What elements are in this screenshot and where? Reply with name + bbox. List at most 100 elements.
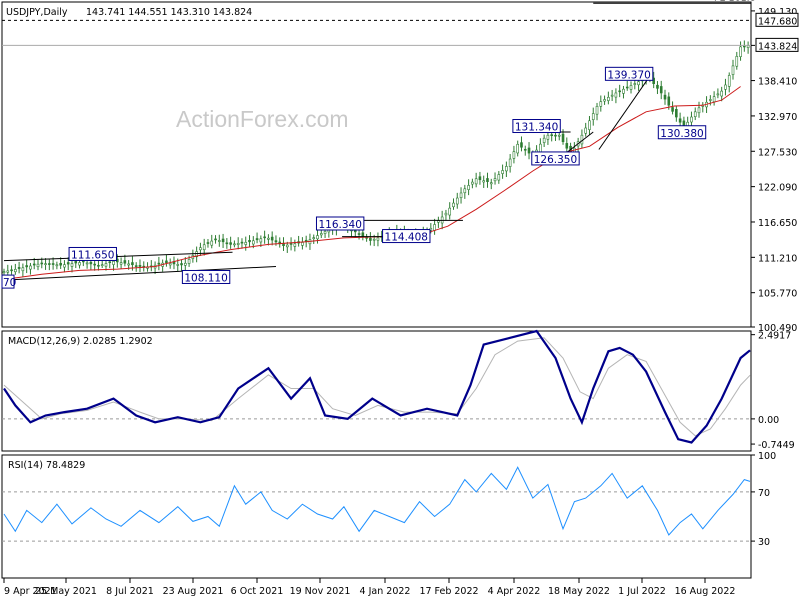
- x-axis-tick-label: 18 May 2022: [548, 586, 610, 597]
- candle-body: [727, 75, 731, 87]
- candle-body: [21, 267, 25, 272]
- candle-body: [520, 142, 523, 148]
- candle-body: [248, 240, 251, 243]
- candle-body: [709, 99, 712, 101]
- candle-body: [210, 240, 214, 246]
- rsi-axis-tick-label: 70: [758, 488, 770, 499]
- candle-body: [433, 224, 436, 231]
- candle-body: [629, 85, 633, 90]
- candle-body: [455, 197, 459, 205]
- x-axis-tick-label: 6 Oct 2021: [231, 586, 284, 597]
- price-axis-tick-label: 100.490: [758, 323, 797, 334]
- candle-body: [221, 238, 225, 243]
- rsi-title: RSI(14) 78.4829: [8, 460, 85, 471]
- candle-body: [202, 244, 206, 251]
- candle-body: [523, 148, 527, 151]
- candle-body: [274, 240, 278, 243]
- candle-body: [323, 231, 327, 234]
- rsi-layer: [2, 466, 751, 542]
- candle-body: [361, 232, 365, 237]
- candle-body: [214, 238, 217, 241]
- candle-body: [63, 264, 66, 268]
- candle-body: [372, 238, 376, 241]
- candle-body: [478, 176, 482, 181]
- candle-body: [270, 236, 274, 241]
- candle-body: [633, 83, 637, 85]
- candle-body: [622, 88, 625, 94]
- candle-body: [369, 237, 372, 241]
- price-label-clipped: 70: [3, 277, 16, 289]
- candle-body: [267, 237, 270, 240]
- candle-body: [251, 240, 255, 245]
- price-label: 139.370: [607, 69, 650, 81]
- candle-body: [134, 265, 138, 267]
- candle-body: [618, 90, 621, 93]
- candle-body: [36, 263, 40, 268]
- candle-body: [25, 265, 28, 268]
- candle-body: [97, 264, 100, 267]
- candle-body: [301, 242, 304, 246]
- candle-body: [289, 243, 293, 245]
- candle-body: [459, 192, 463, 199]
- x-axis-tick-label: 19 Nov 2021: [290, 586, 351, 597]
- resistance-axis-label: 147.680: [758, 16, 797, 27]
- price-label: 108.110: [184, 272, 227, 284]
- candle-body: [656, 84, 659, 89]
- candle-body: [693, 111, 697, 117]
- candle-body: [486, 178, 489, 182]
- price-layer: FE 161.8 111.650 108.110 116.340 114.408 131.…: [1, 0, 756, 289]
- candle-body: [199, 247, 202, 251]
- candle-body: [74, 261, 78, 264]
- watermark: ActionForex.com: [176, 106, 349, 132]
- candle-body: [29, 265, 32, 270]
- candle-body: [501, 170, 504, 174]
- candle-body: [244, 242, 248, 245]
- candle-body: [112, 260, 115, 265]
- price-axis-tick-label: 105.770: [758, 289, 797, 300]
- candle-body: [603, 99, 606, 102]
- candle-body: [14, 269, 17, 273]
- candle-body: [539, 143, 542, 153]
- candle-body: [376, 237, 380, 241]
- candle-body: [119, 262, 123, 265]
- macd-signal-line: [3, 337, 751, 437]
- price-label-box: [604, 66, 654, 81]
- candle-body: [59, 262, 62, 266]
- candle-body: [55, 264, 59, 267]
- candle-body: [546, 134, 550, 140]
- candle-body: [625, 86, 629, 89]
- candle-body: [127, 263, 130, 266]
- trendline: [3, 251, 233, 262]
- candle-body: [467, 185, 470, 190]
- candle-body: [259, 238, 263, 243]
- macd-line: [3, 329, 751, 444]
- rsi-axis-tick-label: 100: [758, 451, 776, 462]
- price-axis-tick-label: 122.090: [758, 183, 797, 194]
- candle-body: [716, 93, 720, 96]
- candle-body: [100, 264, 104, 267]
- candle-body: [557, 134, 561, 137]
- candle-body: [663, 94, 667, 100]
- candle-body: [637, 81, 640, 86]
- trendline: [3, 265, 276, 281]
- candle-body: [659, 86, 663, 94]
- candle-body: [233, 243, 236, 246]
- price-label: 114.408: [385, 232, 428, 244]
- candle-body: [471, 181, 474, 185]
- price-label-box: [181, 269, 231, 284]
- candle-body: [512, 151, 516, 159]
- macd-axis-tick-label: 0.00: [758, 415, 779, 426]
- price-axis-tick-label: 149.130: [758, 7, 797, 18]
- candle-body: [236, 243, 240, 245]
- price-axis-tick-label: 138.410: [758, 77, 797, 88]
- candle-body: [187, 259, 191, 264]
- price-label-box: [1, 274, 15, 289]
- rsi-line: [3, 466, 751, 536]
- candle-body: [474, 178, 478, 185]
- price-label-box: [531, 151, 580, 166]
- candle-body: [6, 270, 10, 273]
- price-label-box: [382, 229, 431, 244]
- price-axis-tick-label: 116.650: [758, 218, 797, 229]
- candle-body: [180, 263, 183, 266]
- candle-body: [739, 46, 742, 57]
